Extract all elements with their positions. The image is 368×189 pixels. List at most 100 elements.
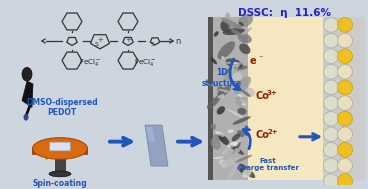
Text: S: S	[95, 43, 99, 47]
Ellipse shape	[227, 109, 244, 119]
Ellipse shape	[207, 96, 221, 109]
Circle shape	[323, 49, 339, 64]
Ellipse shape	[215, 131, 224, 137]
Ellipse shape	[222, 158, 242, 167]
Ellipse shape	[227, 62, 241, 81]
Ellipse shape	[238, 165, 244, 175]
Ellipse shape	[215, 93, 226, 100]
Circle shape	[337, 158, 353, 173]
Text: 1D
structure: 1D structure	[202, 68, 242, 88]
Ellipse shape	[231, 62, 238, 67]
Ellipse shape	[238, 33, 252, 43]
Text: 2+: 2+	[267, 129, 277, 135]
Ellipse shape	[222, 139, 241, 154]
Ellipse shape	[49, 171, 71, 177]
Ellipse shape	[239, 168, 245, 172]
Text: FeCl$_4^-$: FeCl$_4^-$	[134, 57, 156, 68]
Ellipse shape	[224, 63, 240, 74]
Circle shape	[337, 80, 353, 95]
Ellipse shape	[225, 12, 230, 21]
Circle shape	[337, 33, 353, 48]
FancyBboxPatch shape	[32, 149, 88, 154]
Ellipse shape	[239, 43, 251, 54]
Text: Fast
charge transfer: Fast charge transfer	[237, 158, 299, 171]
Ellipse shape	[232, 134, 240, 141]
Ellipse shape	[226, 25, 235, 32]
Ellipse shape	[227, 148, 235, 157]
Circle shape	[323, 143, 339, 157]
Bar	[208, 17, 213, 180]
Ellipse shape	[238, 163, 255, 178]
Ellipse shape	[236, 86, 255, 97]
Ellipse shape	[227, 160, 240, 180]
Ellipse shape	[223, 62, 242, 64]
Ellipse shape	[210, 138, 221, 149]
Ellipse shape	[217, 41, 235, 59]
Ellipse shape	[219, 159, 227, 167]
Circle shape	[337, 143, 353, 157]
Circle shape	[323, 158, 339, 173]
Ellipse shape	[32, 138, 88, 159]
Ellipse shape	[242, 167, 252, 178]
Bar	[323, 17, 365, 180]
Text: ⁻: ⁻	[258, 53, 262, 62]
Circle shape	[337, 18, 353, 32]
Circle shape	[323, 127, 339, 142]
Ellipse shape	[217, 106, 225, 115]
Ellipse shape	[24, 114, 28, 121]
Text: DMSO-dispersed
PEDOT: DMSO-dispersed PEDOT	[26, 98, 98, 117]
Ellipse shape	[232, 142, 241, 155]
Polygon shape	[22, 81, 33, 108]
Circle shape	[323, 174, 339, 188]
Ellipse shape	[217, 92, 222, 97]
Bar	[323, 17, 365, 180]
Ellipse shape	[221, 56, 225, 59]
Ellipse shape	[226, 58, 243, 69]
Circle shape	[323, 111, 339, 126]
Ellipse shape	[230, 28, 247, 41]
Ellipse shape	[217, 86, 225, 94]
Ellipse shape	[230, 72, 243, 82]
Ellipse shape	[237, 108, 247, 115]
Text: FeCl$_4^-$: FeCl$_4^-$	[79, 57, 101, 68]
Ellipse shape	[235, 96, 247, 108]
Ellipse shape	[234, 76, 251, 94]
Ellipse shape	[220, 21, 229, 32]
Ellipse shape	[214, 31, 219, 37]
Ellipse shape	[237, 94, 243, 98]
Text: Spin-coating: Spin-coating	[33, 179, 87, 188]
Ellipse shape	[210, 124, 216, 130]
Ellipse shape	[217, 94, 224, 98]
Ellipse shape	[242, 103, 246, 106]
Ellipse shape	[218, 134, 230, 145]
Circle shape	[323, 33, 339, 48]
Ellipse shape	[232, 24, 241, 32]
Circle shape	[337, 96, 353, 110]
Polygon shape	[146, 127, 155, 142]
Ellipse shape	[241, 90, 251, 97]
FancyBboxPatch shape	[50, 142, 71, 151]
Ellipse shape	[232, 65, 248, 70]
Ellipse shape	[210, 57, 217, 64]
Ellipse shape	[230, 145, 244, 155]
Circle shape	[323, 96, 339, 110]
Circle shape	[337, 64, 353, 79]
Ellipse shape	[234, 148, 240, 153]
Ellipse shape	[224, 92, 229, 93]
Circle shape	[323, 64, 339, 79]
Ellipse shape	[223, 28, 245, 35]
Ellipse shape	[244, 125, 248, 130]
Ellipse shape	[234, 80, 248, 92]
Ellipse shape	[213, 134, 225, 141]
Ellipse shape	[237, 130, 245, 137]
Bar	[213, 17, 248, 180]
Text: 3+: 3+	[267, 90, 278, 96]
Ellipse shape	[227, 142, 238, 147]
Ellipse shape	[222, 22, 231, 33]
Circle shape	[337, 49, 353, 64]
Circle shape	[337, 127, 353, 142]
Bar	[55, 154, 65, 174]
Ellipse shape	[240, 27, 252, 36]
Ellipse shape	[230, 65, 234, 75]
Ellipse shape	[207, 84, 220, 87]
